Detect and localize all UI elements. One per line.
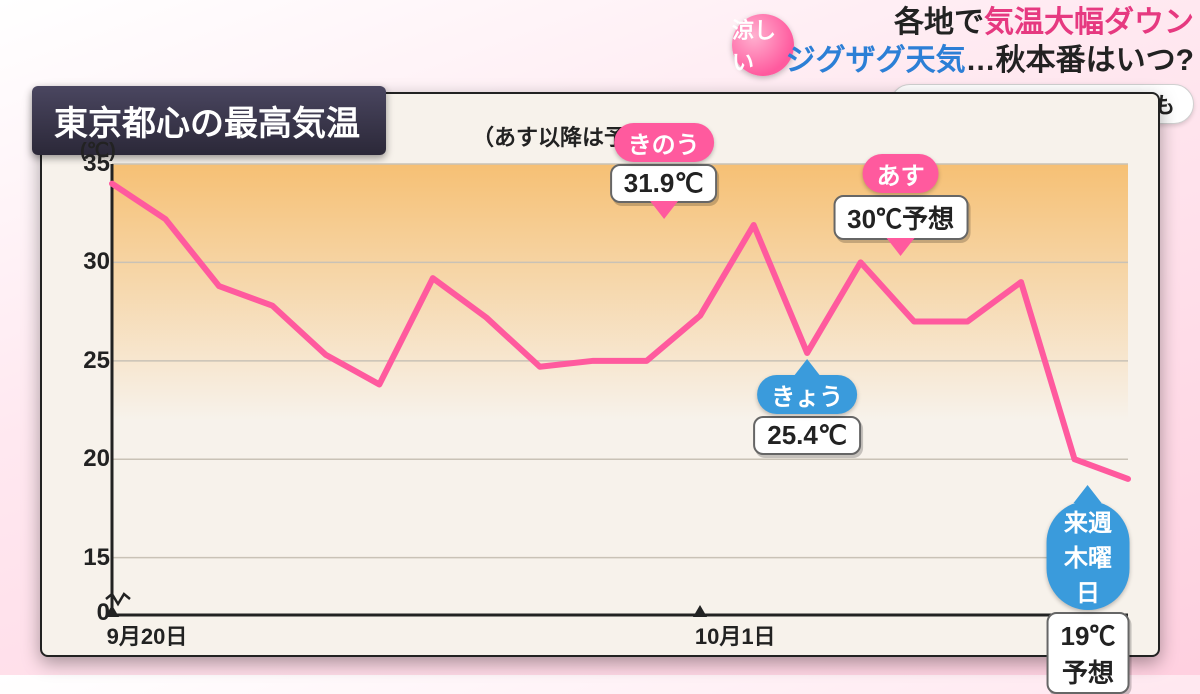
callout-tag: あす [863, 154, 939, 193]
callout-きのう: きのう31.9℃ [610, 123, 718, 203]
callout-pointer [1074, 485, 1102, 503]
y-tick-label: 0 [70, 599, 110, 627]
headline-line2: ジグザグ天気…秋本番はいつ? [786, 42, 1194, 80]
callout-あす: あす30℃予想 [833, 154, 968, 240]
y-tick-label: 15 [70, 544, 110, 572]
headline-l2-a: ジグザグ天気 [786, 44, 966, 77]
x-tick-label: 10月1日 [695, 619, 776, 651]
headline-line1: 各地で気温大幅ダウン [786, 4, 1194, 42]
callout-tag: きょう [757, 375, 857, 414]
callout-value: 31.9℃ [610, 164, 718, 203]
callout-tag: きのう [614, 123, 714, 162]
callout-きょう: きょう25.4℃ [753, 375, 861, 455]
callout-pointer [793, 359, 821, 377]
headline-l1-b: 気温大幅ダウン [984, 6, 1194, 39]
callout-tag: 来週木曜日 [1047, 501, 1130, 610]
callout-来週木曜日: 来週木曜日19℃予想 [1047, 501, 1130, 694]
y-tick-label: 20 [70, 445, 110, 473]
y-tick-label: 30 [70, 248, 110, 276]
callout-pointer [650, 201, 678, 219]
headline-l1-a: 各地で [894, 6, 984, 39]
callout-value: 19℃予想 [1047, 612, 1130, 694]
headline-l2-b: …秋本番はいつ? [966, 44, 1194, 77]
callout-value: 30℃予想 [833, 195, 968, 240]
x-tick-label: 9月20日 [107, 619, 188, 651]
y-tick-label: 25 [70, 347, 110, 375]
callout-pointer [887, 238, 915, 256]
chart-panel: 東京都心の最高気温 （あす以降は予想） (℃) 015202530359月20日… [40, 92, 1160, 657]
callout-value: 25.4℃ [753, 416, 861, 455]
temperature-chart: (℃) 015202530359月20日10月1日きのう31.9℃あす30℃予想… [112, 164, 1128, 615]
y-tick-label: 35 [70, 150, 110, 178]
headline: 各地で気温大幅ダウン ジグザグ天気…秋本番はいつ? [786, 4, 1194, 79]
